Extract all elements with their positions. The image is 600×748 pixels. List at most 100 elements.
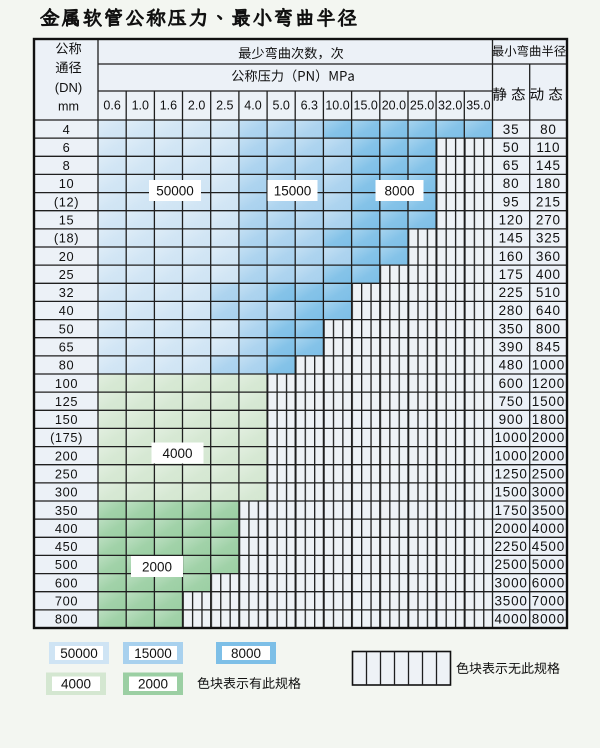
- svg-text:700: 700: [55, 594, 78, 609]
- svg-text:2500: 2500: [532, 467, 565, 482]
- svg-text:845: 845: [536, 340, 561, 355]
- svg-text:3500: 3500: [494, 594, 527, 609]
- svg-text:6.3: 6.3: [301, 99, 318, 113]
- svg-text:2000: 2000: [532, 430, 565, 445]
- svg-text:2.0: 2.0: [188, 99, 205, 113]
- svg-text:4000: 4000: [61, 677, 91, 692]
- svg-text:800: 800: [536, 321, 561, 336]
- svg-text:(18): (18): [54, 231, 79, 246]
- svg-text:5000: 5000: [532, 557, 565, 572]
- svg-text:350: 350: [499, 321, 524, 336]
- svg-text:600: 600: [55, 575, 78, 590]
- svg-text:180: 180: [536, 176, 561, 191]
- svg-text:450: 450: [55, 539, 78, 554]
- svg-text:390: 390: [499, 340, 524, 355]
- svg-text:(12): (12): [54, 194, 79, 209]
- svg-text:325: 325: [536, 231, 561, 246]
- svg-text:35.0: 35.0: [466, 99, 490, 113]
- svg-text:2000: 2000: [142, 559, 172, 574]
- svg-text:40: 40: [59, 303, 74, 318]
- svg-text:1.0: 1.0: [132, 99, 149, 113]
- svg-text:(DN): (DN): [55, 80, 82, 95]
- svg-text:20: 20: [59, 249, 74, 264]
- svg-text:640: 640: [536, 303, 561, 318]
- svg-text:50000: 50000: [156, 183, 194, 198]
- svg-text:280: 280: [499, 303, 524, 318]
- svg-text:mm: mm: [58, 100, 79, 114]
- svg-text:1.6: 1.6: [160, 99, 177, 113]
- svg-text:80: 80: [503, 176, 520, 191]
- svg-text:15.0: 15.0: [354, 99, 378, 113]
- svg-text:15000: 15000: [274, 183, 312, 198]
- svg-text:3500: 3500: [532, 503, 565, 518]
- svg-text:125: 125: [55, 394, 78, 409]
- svg-text:3000: 3000: [532, 485, 565, 500]
- svg-text:160: 160: [499, 249, 524, 264]
- svg-text:150: 150: [55, 412, 78, 427]
- svg-text:110: 110: [536, 140, 560, 155]
- svg-text:7000: 7000: [532, 594, 565, 609]
- svg-text:2000: 2000: [138, 677, 168, 692]
- svg-text:10: 10: [59, 176, 74, 191]
- svg-text:1800: 1800: [532, 412, 565, 427]
- svg-text:2.5: 2.5: [216, 99, 233, 113]
- svg-text:1250: 1250: [494, 467, 527, 482]
- svg-text:215: 215: [536, 194, 561, 209]
- svg-text:145: 145: [536, 158, 561, 173]
- svg-text:4: 4: [63, 122, 71, 137]
- svg-text:250: 250: [55, 467, 78, 482]
- svg-text:225: 225: [499, 285, 524, 300]
- svg-text:120: 120: [499, 213, 524, 228]
- svg-text:4000: 4000: [532, 521, 565, 536]
- svg-text:1500: 1500: [494, 485, 527, 500]
- svg-text:5.0: 5.0: [273, 99, 290, 113]
- svg-text:95: 95: [503, 194, 520, 209]
- svg-text:8: 8: [63, 158, 71, 173]
- svg-text:1000: 1000: [494, 448, 527, 463]
- svg-text:800: 800: [55, 612, 78, 627]
- svg-text:0.6: 0.6: [103, 99, 120, 113]
- svg-text:300: 300: [55, 485, 78, 500]
- svg-text:4000: 4000: [162, 446, 192, 461]
- svg-text:15000: 15000: [134, 646, 172, 661]
- svg-text:50: 50: [503, 140, 520, 155]
- svg-text:600: 600: [499, 376, 524, 391]
- svg-text:65: 65: [59, 340, 74, 355]
- svg-text:350: 350: [55, 503, 78, 518]
- svg-text:900: 900: [499, 412, 524, 427]
- svg-text:(175): (175): [50, 430, 83, 445]
- svg-text:750: 750: [499, 394, 524, 409]
- svg-text:4000: 4000: [494, 612, 527, 627]
- svg-text:32.0: 32.0: [438, 99, 462, 113]
- svg-text:4500: 4500: [532, 539, 565, 554]
- svg-text:2000: 2000: [532, 448, 565, 463]
- svg-text:480: 480: [499, 358, 524, 373]
- svg-text:25.0: 25.0: [410, 99, 434, 113]
- svg-text:2250: 2250: [494, 539, 527, 554]
- svg-text:50000: 50000: [60, 646, 98, 661]
- svg-text:6: 6: [63, 140, 71, 155]
- svg-text:20.0: 20.0: [382, 99, 406, 113]
- svg-text:35: 35: [503, 122, 520, 137]
- svg-text:3000: 3000: [494, 575, 527, 590]
- svg-text:270: 270: [536, 213, 561, 228]
- svg-text:4.0: 4.0: [244, 99, 261, 113]
- svg-text:50: 50: [59, 321, 74, 336]
- svg-text:1000: 1000: [494, 430, 527, 445]
- svg-text:400: 400: [536, 267, 561, 282]
- svg-text:500: 500: [55, 557, 78, 572]
- svg-text:10.0: 10.0: [325, 99, 349, 113]
- svg-text:200: 200: [55, 448, 78, 463]
- svg-text:6000: 6000: [532, 575, 565, 590]
- svg-text:80: 80: [540, 122, 557, 137]
- svg-text:510: 510: [536, 285, 561, 300]
- svg-text:25: 25: [59, 267, 74, 282]
- svg-text:8000: 8000: [231, 646, 261, 661]
- svg-text:32: 32: [59, 285, 74, 300]
- svg-text:400: 400: [55, 521, 78, 536]
- svg-text:1000: 1000: [532, 358, 565, 373]
- svg-text:2000: 2000: [494, 521, 527, 536]
- svg-text:1500: 1500: [532, 394, 565, 409]
- svg-text:2500: 2500: [494, 557, 527, 572]
- svg-text:65: 65: [503, 158, 520, 173]
